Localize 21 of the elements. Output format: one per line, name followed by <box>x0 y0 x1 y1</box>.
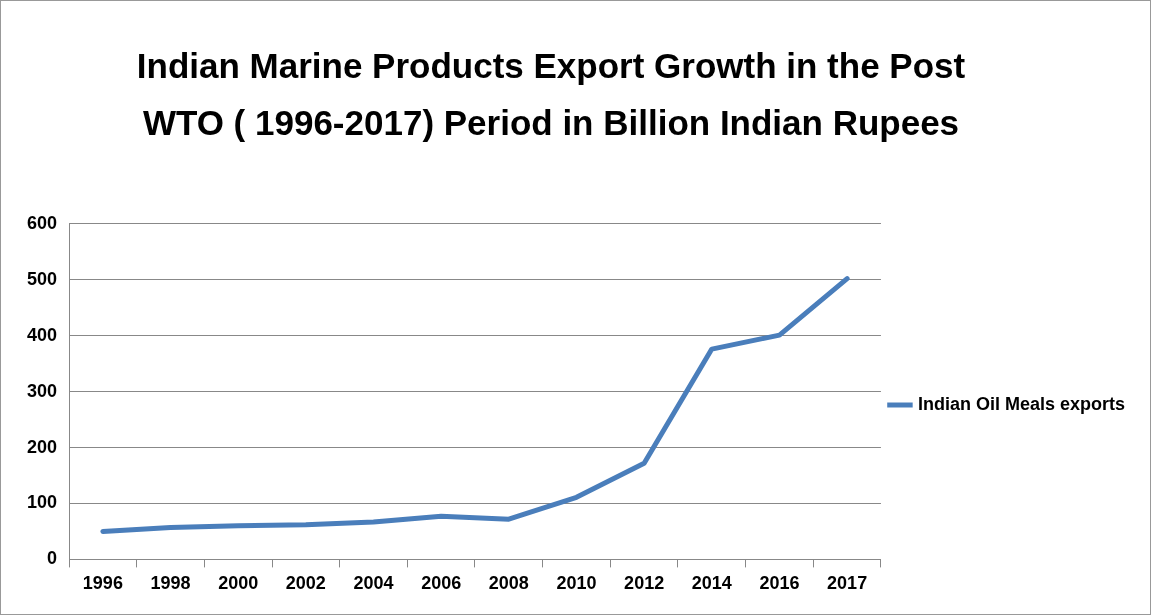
y-tick-label: 0 <box>47 548 58 569</box>
x-tick-label: 2002 <box>285 573 326 594</box>
x-tick-label: 2016 <box>759 573 800 594</box>
x-tick-label: 1998 <box>150 573 191 594</box>
y-tick-label: 200 <box>26 436 58 457</box>
x-tick-label: 2010 <box>556 573 597 594</box>
y-tick-label: 500 <box>26 268 58 289</box>
x-tick-label: 2004 <box>353 573 394 594</box>
y-tick-label: 600 <box>26 212 58 233</box>
x-tick-label: 2008 <box>488 573 529 594</box>
x-tick-label: 2006 <box>421 573 462 594</box>
x-tick-label: 2012 <box>624 573 665 594</box>
legend-label: Indian Oil Meals exports <box>917 393 1126 414</box>
x-tick-label: 2017 <box>827 573 868 594</box>
y-tick-label: 100 <box>26 492 58 513</box>
x-tick-label: 1996 <box>82 573 123 594</box>
x-tick-label: 2000 <box>218 573 259 594</box>
x-tick-label: 2014 <box>691 573 732 594</box>
chart-title: Indian Marine Products Export Growth in the Post WTO ( 1996-2017) Period in Billion Indian Rupees <box>135 45 967 144</box>
y-tick-label: 300 <box>26 380 58 401</box>
y-tick-label: 400 <box>26 324 58 345</box>
